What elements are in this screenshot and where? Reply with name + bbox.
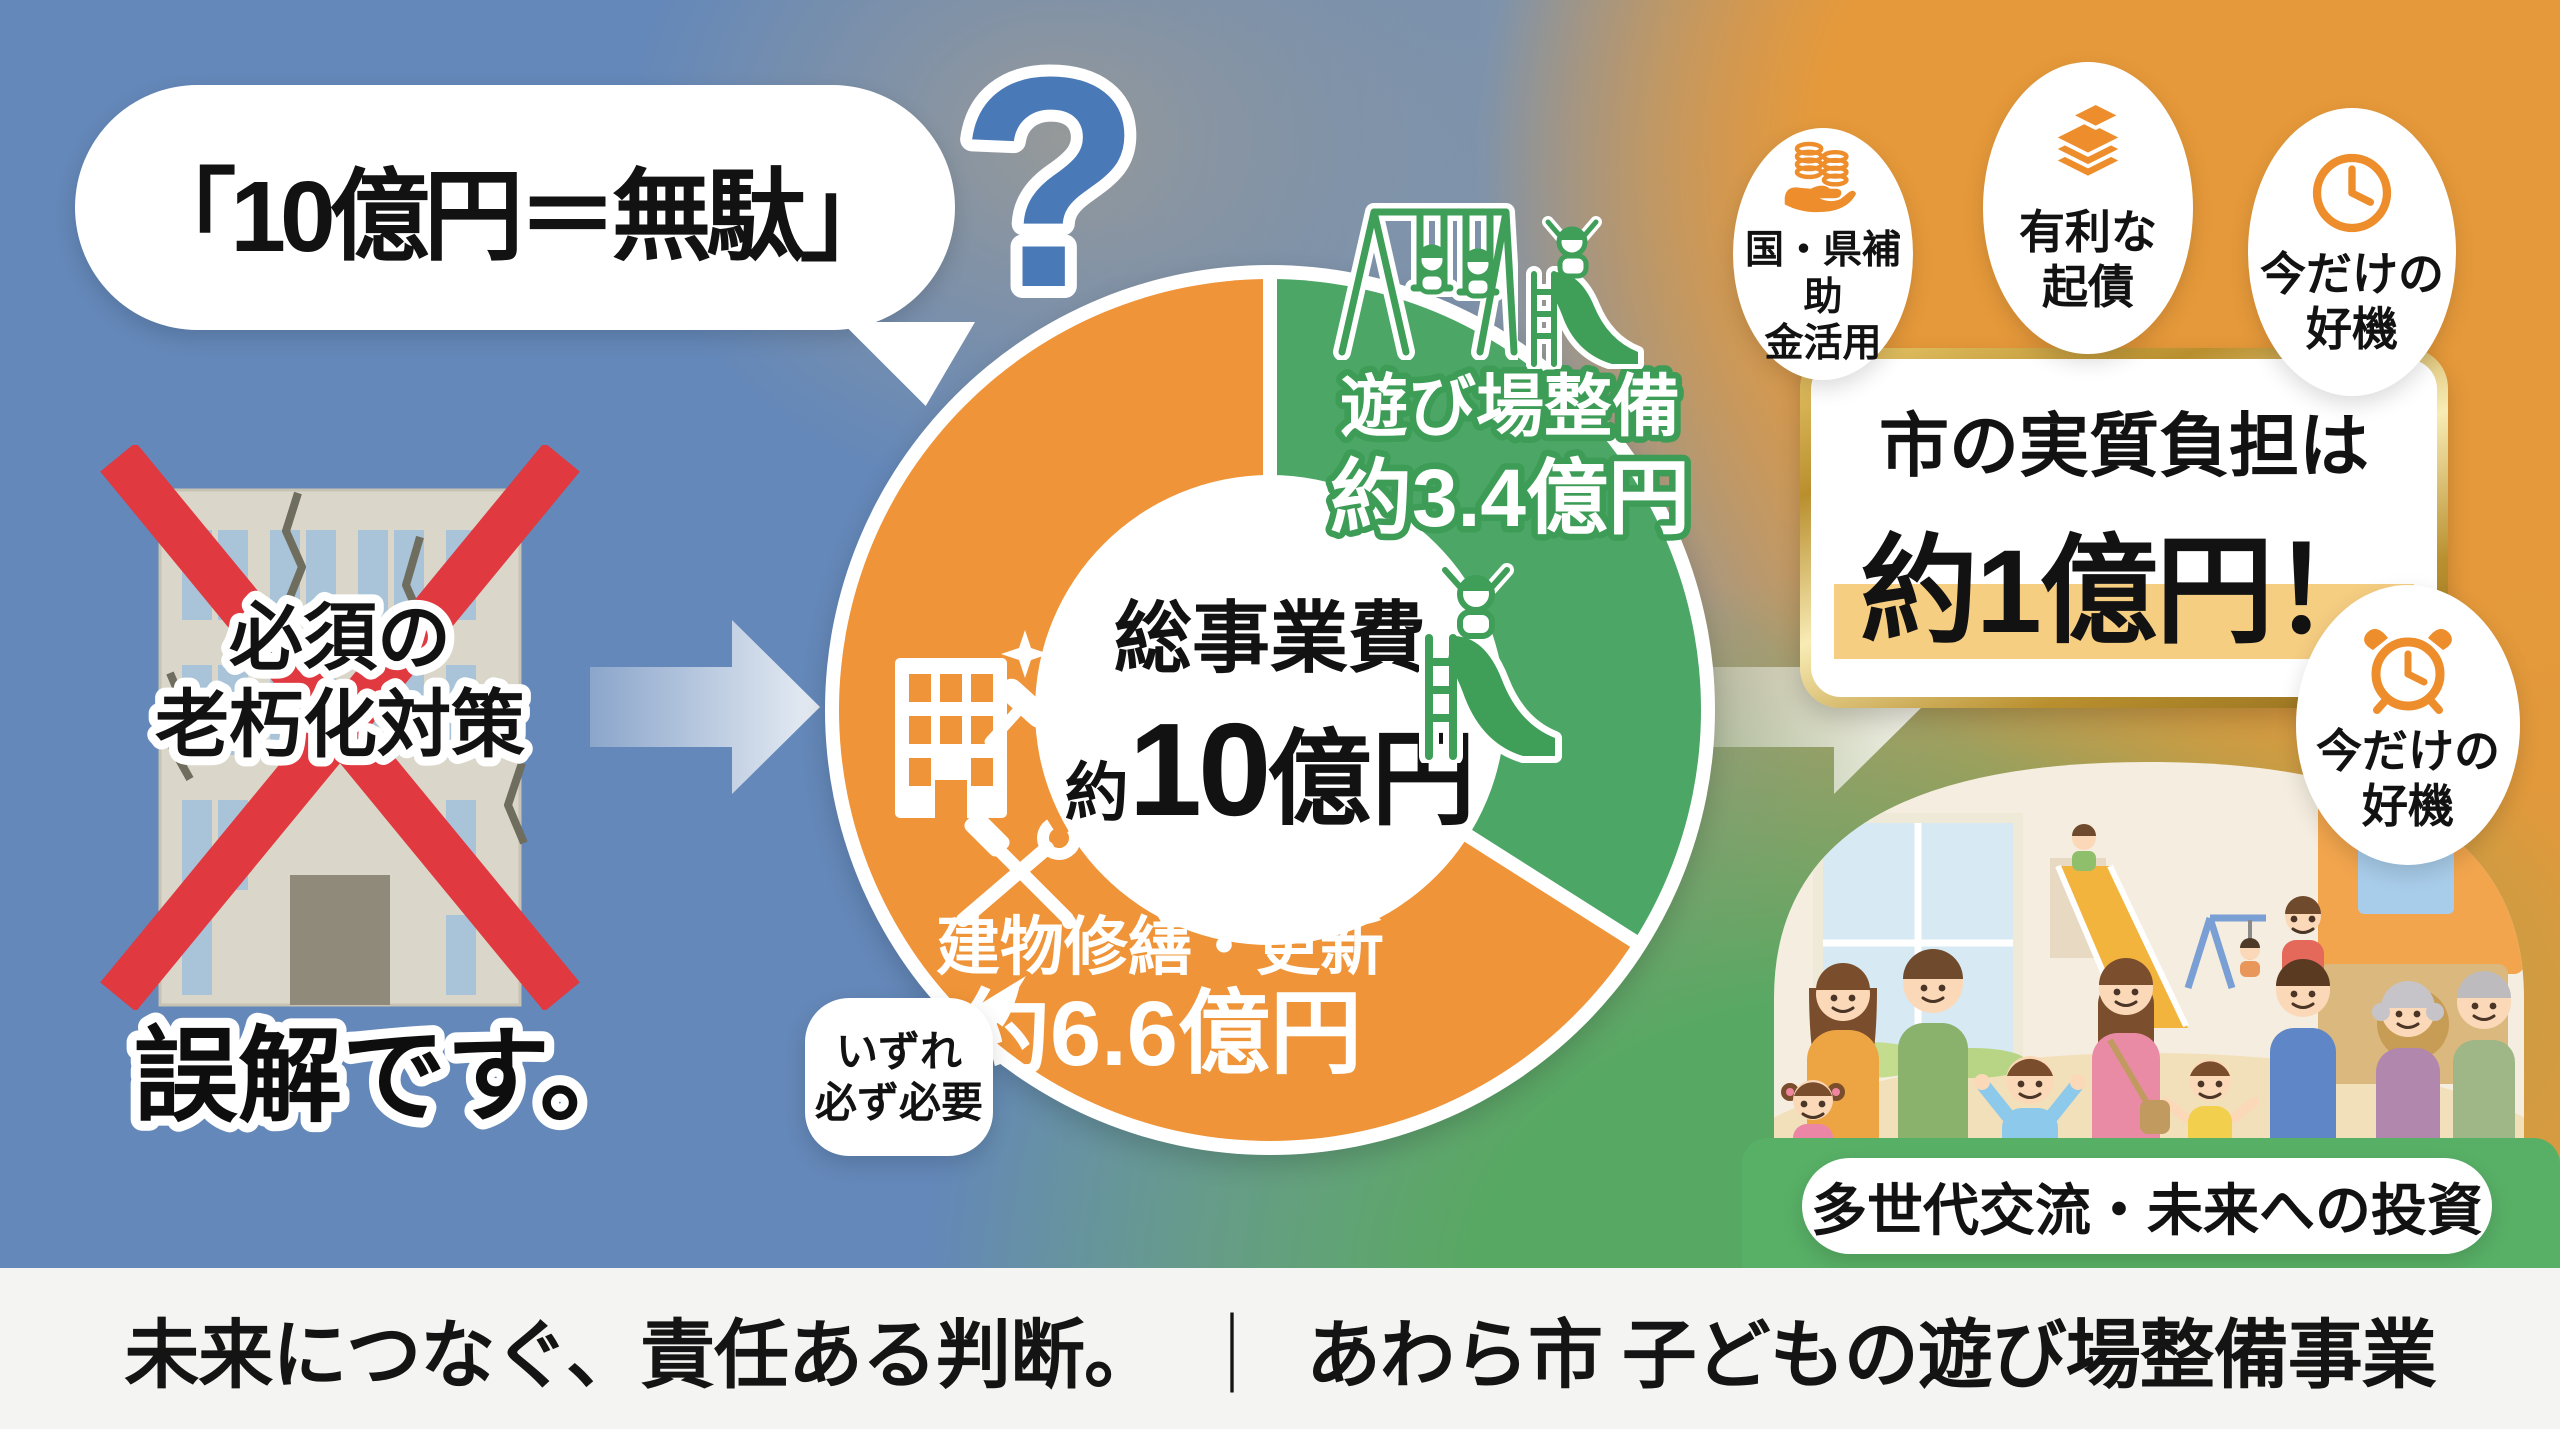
footer-divider: ｜	[1191, 1310, 1272, 1400]
swing-children	[1416, 244, 1494, 299]
coins-hand-icon	[1784, 141, 1857, 212]
green-slice-line2: 約3.4億円	[1330, 453, 1690, 544]
grandfather-figure	[2453, 971, 2515, 1166]
sparkle-icon	[1001, 630, 1049, 678]
net-burden-amount: 約1億円！	[1834, 495, 2414, 666]
verdict-line: 誤解です。	[134, 1019, 644, 1135]
red-x-mark	[100, 445, 580, 1010]
note-speech-bubble: いずれ 必ず必要	[805, 998, 993, 1156]
orange-slice-line2: 約6.6億円	[958, 983, 1362, 1086]
footer-bar: 未来につなぐ、責任ある判断。 ｜ あわら市 子どもの遊び場整備事業	[0, 1268, 2560, 1429]
green-slice-label: 遊び場整備 約3.4億円	[1324, 363, 1697, 551]
illustration-caption-pill: 多世代交流・未来への投資	[1802, 1158, 2492, 1254]
amount-value: 10	[1128, 695, 1272, 843]
claim-text: 「10億円＝無駄」	[136, 161, 899, 273]
footer-project-name: あわら市 子どもの遊び場整備事業	[1305, 1313, 2437, 1397]
building-label-line2: 老朽化対策	[155, 683, 525, 766]
net-burden-title: 市の実質負担は	[1879, 407, 2369, 485]
benefit-timing-line2: 好機	[2306, 303, 2398, 355]
orange-slice-label: 建物修繕・更新 約6.6億円	[890, 912, 1430, 1088]
illustration-caption: 多世代交流・未来への投資	[1811, 1178, 2483, 1242]
net-burden-card: 市の実質負担は 約1億円！	[1800, 348, 2448, 708]
benefit-bonds-line1: 有利な	[2019, 205, 2157, 258]
benefit-bubble-bonds: 有利な 起債	[1983, 62, 2193, 354]
benefit-timing-line1: 今だけの	[2260, 247, 2444, 300]
old-building-illustration: 必須の 老朽化対策	[100, 445, 580, 1010]
verdict-text: 誤解です。	[124, 1009, 654, 1145]
building-repair-icon	[895, 630, 1074, 818]
green-shirt-father-figure	[1898, 949, 1968, 1166]
green-slice-line1: 遊び場整備	[1340, 369, 1680, 445]
pie-center-title: 総事業費	[1113, 593, 1426, 682]
clock-icon	[2312, 153, 2392, 232]
benefit-bonds-line2: 起債	[2042, 261, 2134, 313]
question-mark-glyph: ?	[958, 18, 1141, 350]
paint-roller-icon	[984, 678, 1051, 748]
hammer-icon	[964, 816, 1076, 929]
multigeneration-illustration	[1774, 762, 2524, 1166]
question-mark-icon: ?	[946, 18, 1153, 362]
claim-speech-bubble: 「10億円＝無駄」	[75, 85, 955, 330]
amount-unit: 億円	[1267, 721, 1476, 838]
alarm-timing-line2: 好機	[2362, 780, 2454, 832]
pie-center-amount: 約 10 億円	[1065, 694, 1476, 845]
indoor-slide	[2050, 824, 2189, 1028]
banknotes-icon	[2051, 100, 2125, 180]
mother-figure	[2092, 958, 2170, 1166]
alarm-timing-line1: 今だけの	[2316, 724, 2500, 777]
benefit-subsidy-line2: 金活用	[1764, 322, 1882, 366]
alarm-timing-bubble: 今だけの 好機	[2296, 585, 2520, 865]
slide-child-icon-green-slice	[1405, 563, 1570, 763]
pie-center-disc: 総事業費 約 10 億円	[1035, 475, 1505, 945]
sliding-child	[1438, 563, 1514, 639]
slide-child	[1542, 216, 1602, 279]
note-line1: いずれ	[835, 1027, 962, 1075]
grandmother-figure	[2372, 981, 2444, 1166]
alarm-clock-icon	[2364, 628, 2452, 714]
swing-set-icon	[1328, 192, 1518, 360]
amount-prefix: 約	[1064, 756, 1129, 829]
note-line2: 必ず必要	[814, 1079, 983, 1126]
tools-icon	[956, 816, 1081, 929]
benefit-bubble-subsidy: 国・県補助 金活用	[1733, 128, 1913, 380]
building-door	[290, 875, 390, 1005]
orange-slice-line1: 建物修繕・更新	[936, 911, 1384, 983]
building-label-line1: 必須の	[229, 596, 451, 679]
benefit-subsidy-line1: 国・県補助	[1744, 228, 1901, 319]
footer-slogan: 未来につなぐ、責任ある判断。	[124, 1313, 1159, 1397]
benefit-bubble-timing: 今だけの 好機	[2248, 108, 2456, 396]
small-swing	[2184, 914, 2266, 990]
slide-icon	[1516, 216, 1651, 369]
flow-arrow-left	[590, 620, 820, 794]
father-with-child-figure	[2270, 896, 2336, 1166]
